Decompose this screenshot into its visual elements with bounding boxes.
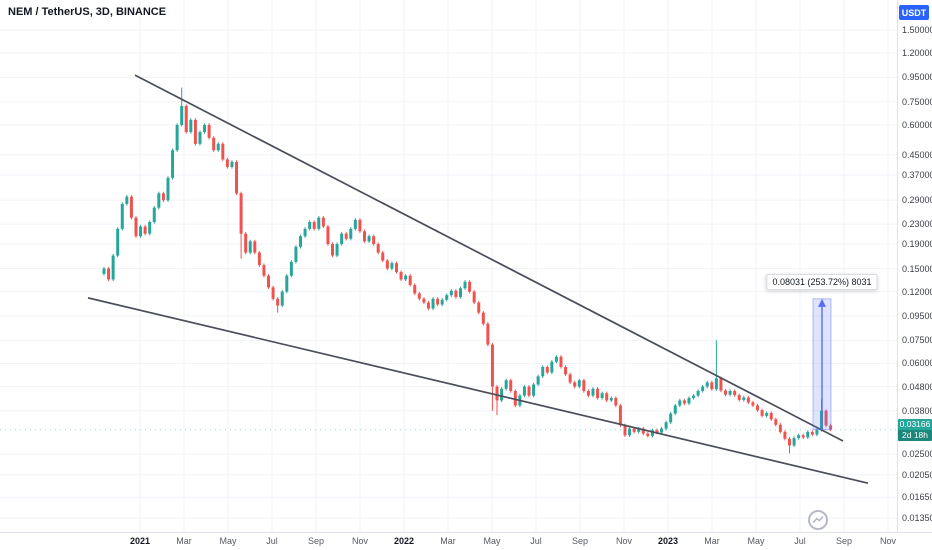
- tradingview-logo-icon[interactable]: [806, 508, 830, 532]
- price-axis-label: 0.01350: [902, 513, 932, 523]
- price-axis-label: 0.07500: [902, 335, 932, 346]
- time-axis-label: May: [483, 536, 501, 546]
- time-axis-label: Nov: [615, 536, 633, 546]
- time-axis-label: Sep: [571, 536, 589, 546]
- time-axis-label: Nov: [879, 536, 897, 546]
- price-axis-label: 0.95000: [902, 72, 932, 83]
- current-price-value: 0.03166: [898, 418, 932, 430]
- time-axis-label: Jul: [794, 536, 806, 546]
- price-axis-label: 0.29000: [902, 195, 932, 206]
- time-axis-label: 2022: [393, 536, 415, 546]
- price-axis-label: 1.20000: [902, 48, 932, 59]
- time-axis[interactable]: 2021 Mar May Jul Sep Nov 2022 Mar May Jul Sep Nov 20…: [0, 533, 897, 550]
- time-axis-label: 2023: [657, 536, 679, 546]
- price-axis-separator: [897, 0, 898, 532]
- price-axis-label: 0.75000: [902, 96, 932, 107]
- price-axis-label: 0.03800: [902, 405, 932, 416]
- time-axis-label: Sep: [307, 536, 325, 546]
- price-axis-label: 0.19000: [902, 239, 932, 250]
- price-axis-label: 0.01650: [902, 492, 932, 503]
- symbol-legend-text: NEM / TetherUS, 3D, BINANCE: [8, 6, 167, 18]
- time-axis-label: Mar: [704, 536, 720, 546]
- time-axis-label: Nov: [351, 536, 369, 546]
- price-axis-label: 0.02050: [902, 469, 932, 480]
- price-axis-label: 0.45000: [902, 149, 932, 160]
- currency-toggle-button[interactable]: USDT: [899, 5, 929, 20]
- price-axis-label: 1.50000: [902, 25, 932, 35]
- price-axis-label: 0.04800: [902, 381, 932, 392]
- time-axis-label: 2021: [129, 536, 151, 546]
- time-axis-label: May: [747, 536, 765, 546]
- price-axis-label: 0.06000: [902, 358, 932, 369]
- price-axis-label: 0.12000: [902, 286, 932, 297]
- price-axis-label: 0.15000: [902, 263, 932, 274]
- price-axis-label: 0.23000: [902, 219, 932, 230]
- time-axis-label: Jul: [266, 536, 278, 546]
- current-price-badge: 0.03166 2d 18h: [898, 418, 932, 441]
- time-axis-label: Mar: [440, 536, 456, 546]
- price-axis-label: 0.02500: [902, 449, 932, 460]
- time-axis-separator: [0, 532, 932, 533]
- price-axis-label: 0.60000: [902, 119, 932, 130]
- price-axis[interactable]: 1.50000 1.20000 0.95000 0.75000 0.60000 0.450…: [897, 0, 932, 532]
- time-axis-label: Mar: [176, 536, 192, 546]
- measurement-label: 0.08031 (253.72%) 8031: [766, 273, 878, 290]
- price-axis-label: 0.09500: [902, 310, 932, 321]
- bar-countdown: 2d 18h: [898, 429, 932, 441]
- price-axis-label: 0.37000: [902, 170, 932, 180]
- time-axis-label: Sep: [835, 536, 853, 546]
- symbol-legend[interactable]: NEM / TetherUS, 3D, BINANCE: [8, 6, 166, 18]
- time-axis-label: Jul: [530, 536, 542, 546]
- time-axis-label: May: [219, 536, 237, 546]
